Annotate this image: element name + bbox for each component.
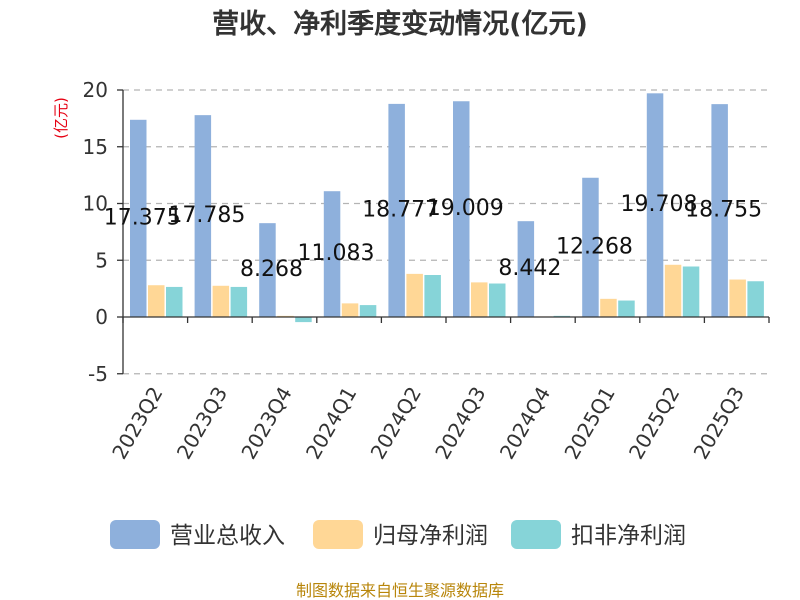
- bar-revenue: [130, 119, 147, 317]
- bar-net-profit: [600, 298, 617, 317]
- legend-swatch: [313, 520, 363, 549]
- bar-deducted-profit: [230, 286, 248, 317]
- y-tick-label: -5: [88, 362, 108, 386]
- x-tick-label: 2025Q1: [559, 383, 619, 464]
- bar-revenue: [323, 191, 341, 317]
- bar-deducted-profit: [489, 283, 506, 317]
- legend-label: 扣非净利润: [571, 523, 686, 549]
- bar-revenue: [259, 223, 276, 317]
- data-label: 18.755: [685, 198, 762, 223]
- bar-net-profit: [212, 285, 230, 317]
- bar-deducted-profit: [424, 275, 441, 317]
- data-label: 19.009: [427, 196, 504, 221]
- legend-label: 归母净利润: [373, 523, 488, 549]
- legend-swatch: [511, 520, 561, 549]
- y-tick-label: 0: [95, 305, 108, 329]
- chart-title: 营收、净利季度变动情况(亿元): [212, 8, 588, 40]
- data-label: 8.268: [240, 257, 303, 282]
- bar-revenue: [711, 104, 728, 317]
- data-label: 11.083: [298, 241, 375, 266]
- x-tick-label: 2024Q1: [301, 383, 361, 464]
- bar-revenue: [388, 103, 405, 318]
- data-label: 19.708: [621, 192, 698, 217]
- data-label: 8.442: [498, 256, 561, 281]
- legend: 营业总收入 归母净利润 扣非净利润: [110, 520, 686, 549]
- x-axis: 2023Q2 2023Q3 2023Q4 2024Q1 2024Q2 2024Q3 2024…: [107, 316, 770, 464]
- bar-deducted-profit: [682, 266, 700, 317]
- x-tick-label: 2024Q2: [366, 383, 426, 464]
- legend-revenue[interactable]: 营业总收入: [110, 520, 285, 549]
- bar-revenue: [517, 221, 535, 317]
- bar-deducted-profit: [359, 305, 377, 317]
- legend-swatch: [110, 520, 160, 549]
- data-label: 12.268: [556, 234, 633, 259]
- bar-net-profit: [664, 264, 682, 317]
- data-label: 18.777: [362, 197, 439, 222]
- bar-net-profit: [148, 285, 165, 317]
- legend-net-profit[interactable]: 归母净利润: [313, 520, 488, 549]
- y-tick-label: 20: [83, 78, 108, 102]
- y-tick-label: 10: [83, 192, 108, 216]
- data-label: 17.375: [104, 205, 181, 230]
- x-tick-label: 2025Q3: [689, 383, 749, 464]
- x-tick-label: 2025Q2: [624, 383, 684, 464]
- bars: [130, 93, 764, 323]
- bar-net-profit: [729, 279, 746, 317]
- x-tick-label: 2024Q4: [495, 383, 555, 464]
- bar-net-profit: [341, 303, 359, 317]
- bar-net-profit: [471, 282, 488, 317]
- y-tick-label: 15: [83, 135, 108, 159]
- bar-net-profit: [406, 273, 423, 317]
- legend-deducted-profit[interactable]: 扣非净利润: [511, 520, 686, 549]
- data-label: 17.785: [168, 203, 245, 228]
- bar-revenue: [582, 177, 599, 317]
- bar-revenue: [194, 115, 212, 317]
- bar-deducted-profit: [747, 281, 764, 317]
- bar-deducted-profit: [295, 317, 312, 323]
- bar-deducted-profit: [618, 300, 635, 317]
- bar-revenue: [453, 101, 470, 317]
- y-axis: -5 0 5 10 15 20: [83, 78, 124, 386]
- legend-label: 营业总收入: [170, 523, 285, 549]
- y-unit-label: (亿元): [52, 97, 70, 139]
- bar-revenue: [646, 93, 664, 317]
- source-note: 制图数据来自恒生聚源数据库: [296, 581, 504, 600]
- x-tick-label: 2023Q3: [172, 383, 232, 464]
- bar-deducted-profit: [166, 286, 183, 317]
- x-tick-label: 2024Q3: [430, 383, 490, 464]
- y-tick-label: 5: [95, 248, 108, 272]
- gridlines: [123, 89, 769, 375]
- x-tick-label: 2023Q2: [107, 383, 167, 464]
- x-tick-label: 2023Q4: [236, 383, 296, 464]
